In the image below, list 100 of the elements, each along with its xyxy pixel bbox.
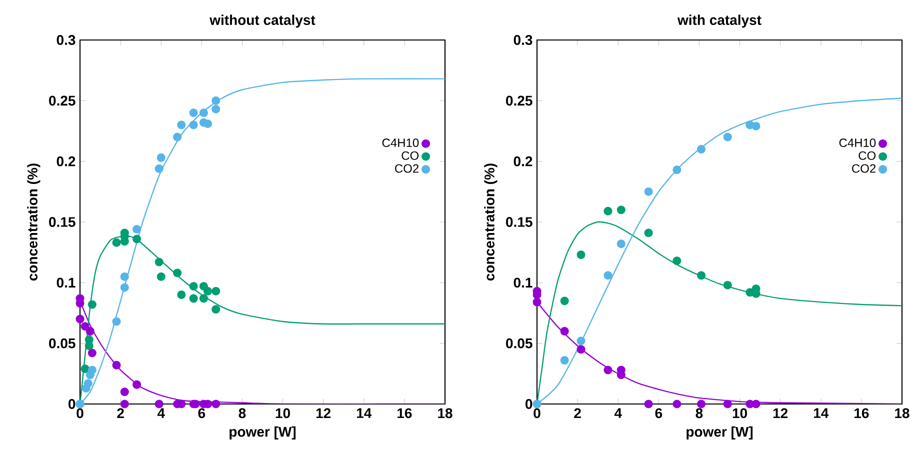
point — [76, 314, 84, 324]
point — [132, 234, 142, 244]
x-axis-title: power [W] — [686, 426, 753, 440]
y-tick-label: 0.05 — [506, 338, 532, 348]
point — [723, 280, 732, 290]
point — [177, 290, 186, 300]
x-tick-label: 8 — [696, 408, 703, 418]
chart-title: with catalyst — [677, 14, 762, 28]
point — [644, 228, 653, 238]
y-tick-label: 0.2 — [56, 156, 76, 166]
point — [532, 298, 542, 306]
point — [132, 380, 142, 389]
y-tick-label: 0.15 — [49, 217, 76, 227]
legend-label: CO — [858, 151, 876, 160]
point — [80, 364, 90, 374]
x-tick-label: 14 — [356, 408, 372, 418]
point — [723, 132, 732, 142]
point — [120, 283, 129, 292]
point — [212, 400, 220, 408]
x-tick-label: 10 — [276, 408, 290, 418]
x-tick-label: 2 — [574, 408, 581, 418]
y-tick-label: 0.3 — [514, 35, 532, 45]
point — [616, 240, 626, 248]
x-tick-label: 2 — [117, 408, 124, 418]
point — [120, 388, 129, 396]
point — [199, 108, 208, 118]
point — [86, 326, 94, 336]
legend-label: C4H10 — [839, 138, 876, 148]
y-tick-label: 0 — [525, 399, 532, 409]
point — [560, 296, 569, 306]
point — [696, 271, 706, 280]
point — [212, 305, 220, 314]
y-tick-label: 0.25 — [506, 96, 532, 106]
point — [616, 206, 626, 214]
y-axis-title: concentration (%) — [27, 164, 40, 281]
point — [672, 166, 682, 174]
point — [672, 400, 682, 408]
y-tick-label: 0.15 — [506, 217, 532, 227]
point — [723, 400, 732, 408]
y-tick-label: 0.1 — [514, 278, 532, 288]
x-tick-label: 14 — [814, 408, 829, 418]
point — [189, 282, 198, 291]
point — [84, 335, 94, 344]
point — [212, 96, 220, 105]
point — [203, 286, 212, 296]
point — [154, 400, 164, 408]
x-tick-label: 6 — [655, 408, 662, 418]
chart-title: without catalyst — [210, 14, 316, 28]
y-tick-label: 0 — [68, 399, 76, 409]
legend-label: CO — [402, 151, 419, 160]
point — [88, 348, 96, 358]
point — [156, 153, 166, 162]
legend-label: CO2 — [395, 164, 419, 173]
point — [177, 120, 186, 130]
point — [696, 144, 706, 154]
point — [88, 300, 96, 309]
point — [154, 164, 164, 173]
point — [80, 322, 90, 331]
x-tick-label: 4 — [614, 408, 622, 418]
point — [560, 356, 569, 365]
x-tick-label: 12 — [773, 408, 788, 418]
x-tick-label: 16 — [854, 408, 869, 418]
point — [112, 317, 121, 326]
point — [154, 258, 164, 266]
x-tick-label: 18 — [895, 408, 910, 418]
point — [173, 132, 182, 142]
point — [672, 256, 682, 266]
point — [644, 400, 653, 408]
y-axis-title: concentration (%) — [484, 164, 498, 281]
point — [189, 108, 198, 118]
point — [604, 366, 612, 374]
point — [576, 345, 586, 354]
point — [156, 272, 166, 281]
x-tick-label: 16 — [398, 408, 412, 418]
point — [199, 294, 208, 303]
point — [112, 360, 121, 370]
point — [173, 268, 182, 278]
point — [604, 206, 612, 216]
x-tick-label: 6 — [198, 408, 206, 418]
point — [604, 271, 612, 280]
y-tick-label: 0.3 — [56, 35, 76, 45]
point — [120, 400, 129, 408]
point — [644, 187, 653, 196]
point — [560, 326, 569, 336]
point — [212, 286, 220, 296]
x-tick-label: 12 — [316, 408, 331, 418]
x-tick-label: 10 — [732, 408, 747, 418]
point — [84, 379, 92, 388]
y-tick-label: 0.05 — [49, 338, 76, 348]
point — [696, 400, 706, 408]
point — [189, 120, 198, 130]
point — [212, 104, 220, 114]
point — [576, 250, 586, 260]
x-axis-title: power [W] — [230, 426, 296, 440]
legend-label: C4H10 — [382, 138, 419, 148]
point — [576, 336, 586, 346]
point — [112, 238, 121, 247]
point — [189, 294, 198, 303]
y-tick-label: 0.1 — [56, 278, 76, 288]
x-tick-label: 18 — [438, 408, 452, 418]
